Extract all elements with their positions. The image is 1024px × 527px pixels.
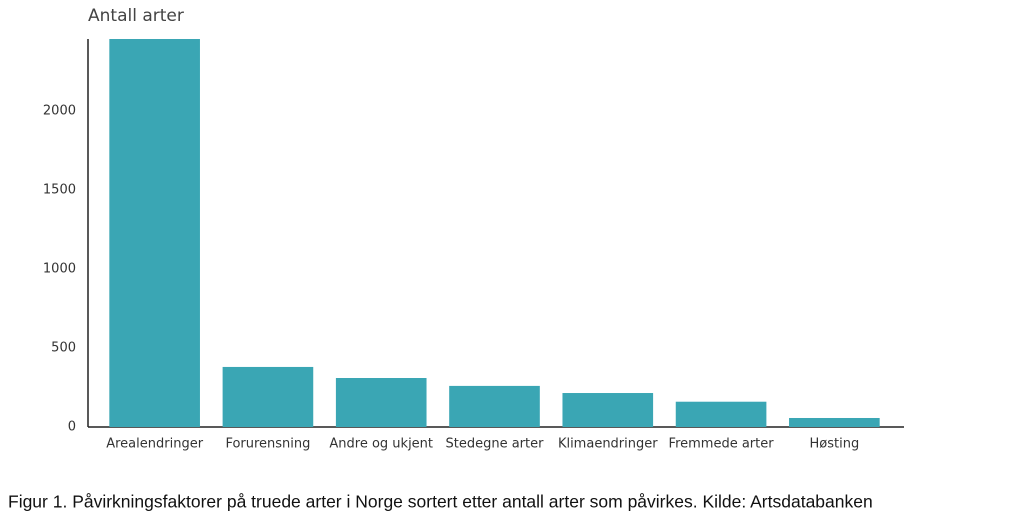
- bar: [789, 417, 880, 427]
- bar: [109, 39, 200, 427]
- chart-title: Antall arter: [88, 6, 184, 26]
- x-tick-label: Fremmede arter: [669, 437, 775, 452]
- bar: [675, 401, 767, 427]
- bar: [222, 366, 314, 427]
- y-tick-label: 2000: [43, 103, 76, 118]
- bar: [562, 393, 654, 427]
- x-tick-label: Forurensning: [225, 437, 310, 452]
- y-tick-label: 1000: [43, 261, 76, 276]
- x-tick-label: Arealendringer: [106, 437, 203, 452]
- bar: [335, 378, 427, 427]
- x-tick-label: Klimaendringer: [558, 437, 658, 452]
- y-tick-label: 500: [51, 340, 76, 355]
- caption: Figur 1. Påvirkningsfaktorer på truede a…: [8, 492, 873, 512]
- bar: [449, 385, 540, 427]
- y-tick-label: 1500: [43, 182, 76, 197]
- x-tick-label: Andre og ukjent: [329, 437, 433, 452]
- y-tick-label: 0: [68, 420, 76, 435]
- x-tick-label: Stedegne arter: [446, 437, 545, 452]
- x-tick-label: Høsting: [810, 437, 860, 452]
